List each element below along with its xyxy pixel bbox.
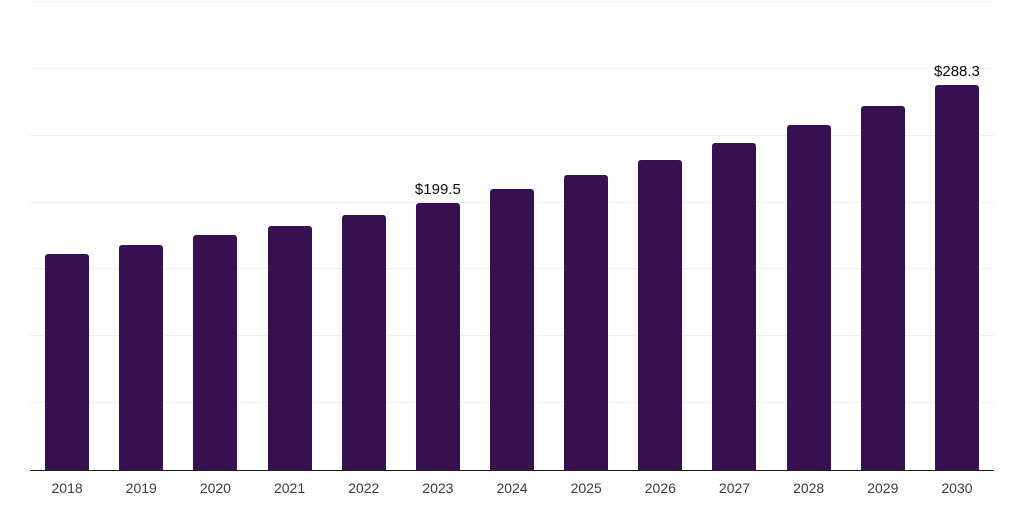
x-tick-label: 2029: [867, 480, 899, 496]
bar-slot: [252, 0, 326, 470]
gridline: [30, 67, 994, 69]
bar-slot: $288.3: [920, 0, 994, 470]
bar-2020[interactable]: [193, 235, 238, 470]
bar-2023[interactable]: [415, 203, 460, 470]
x-tick-label: 2021: [273, 480, 306, 496]
bar-2021[interactable]: [267, 226, 312, 470]
bar-value-label: $288.3: [934, 62, 980, 80]
bar-slot: [327, 0, 401, 470]
x-tick-label: 2023: [422, 480, 454, 496]
bar-2027[interactable]: [712, 143, 757, 470]
x-tick-label: 2022: [348, 480, 380, 496]
x-tick-label: 2026: [644, 480, 676, 496]
x-axis: 2018 2019 2020 2021 2022 2023 2024 2025 2026 2027…: [30, 471, 994, 496]
x-tick-label: 2018: [51, 480, 83, 496]
plot-area: $199.5 $288.3: [30, 0, 994, 471]
bar-slot: [475, 0, 549, 470]
x-tick-label: 2020: [199, 480, 231, 496]
bar-2022[interactable]: [341, 215, 386, 470]
bar-2026[interactable]: [638, 160, 683, 470]
bar-slot: [104, 0, 178, 470]
bar-slot: [623, 0, 697, 470]
bar-chart: $199.5 $288.3 2018 2019 2020 2021 2022 2023 202…: [30, 0, 994, 496]
x-tick-label: 2024: [496, 480, 528, 496]
bar-value-label: $199.5: [414, 181, 461, 199]
bar-2025[interactable]: [564, 174, 609, 470]
bar-2024[interactable]: [490, 189, 535, 470]
bar-slot: [772, 0, 846, 470]
bar-slot: [549, 0, 623, 470]
x-tick-label: 2027: [718, 480, 751, 496]
bar-2018[interactable]: [45, 254, 90, 470]
x-tick-label: 2025: [570, 480, 602, 496]
x-tick-label: 2028: [793, 480, 825, 496]
gridline: [30, 134, 994, 136]
gridline: [30, 1, 994, 2]
bars-container: $199.5 $288.3: [30, 0, 994, 470]
bar-2028[interactable]: [786, 125, 831, 470]
x-tick-label: 2019: [125, 480, 157, 496]
bar-slot: [30, 0, 104, 470]
bar-slot: [846, 0, 920, 470]
bar-slot: [178, 0, 252, 470]
x-tick-label: 2030: [941, 480, 973, 496]
bar-slot: $199.5: [401, 0, 475, 470]
bar-2029[interactable]: [860, 105, 905, 470]
bar-2019[interactable]: [119, 244, 164, 470]
bar-slot: [697, 0, 771, 470]
bar-2030[interactable]: [934, 84, 979, 470]
